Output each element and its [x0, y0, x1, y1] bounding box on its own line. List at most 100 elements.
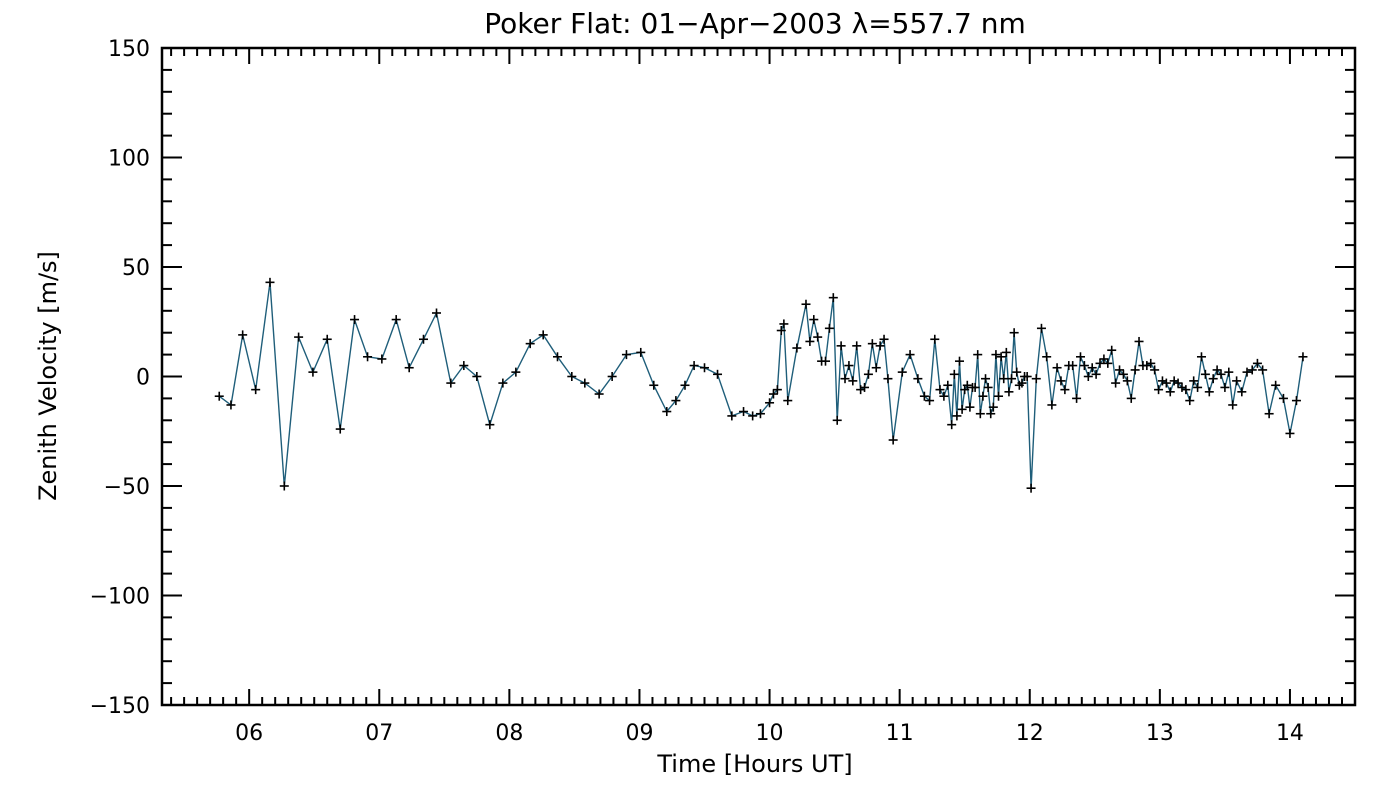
data-point	[809, 315, 819, 325]
data-point	[792, 343, 802, 353]
data-point	[552, 352, 562, 362]
data-point	[975, 409, 985, 419]
data-point	[418, 334, 428, 344]
data-point	[1224, 367, 1234, 377]
data-point	[1196, 352, 1206, 362]
data-point	[1001, 347, 1011, 357]
data-point	[1095, 358, 1105, 368]
data-point	[671, 396, 681, 406]
y-tick-label: 0	[136, 366, 150, 391]
data-point	[1200, 369, 1210, 379]
x-tick-label: 06	[235, 721, 263, 746]
data-point	[322, 334, 332, 344]
data-point	[1212, 365, 1222, 375]
data-point	[1258, 365, 1268, 375]
data-point	[727, 411, 737, 421]
data-point	[973, 350, 983, 360]
x-tick-label: 09	[625, 721, 653, 746]
data-point	[1083, 372, 1093, 381]
data-point	[580, 378, 590, 388]
data-point	[689, 361, 699, 371]
data-point	[776, 326, 786, 336]
data-point	[1278, 393, 1288, 403]
data-point	[748, 411, 758, 421]
data-point	[1157, 376, 1167, 386]
data-point	[888, 435, 898, 445]
data-point	[983, 382, 993, 392]
data-point	[1056, 376, 1066, 386]
x-axis-ticks: 06 07 08 09 10 11 12 13 14	[170, 48, 1356, 746]
data-point	[768, 389, 778, 399]
data-point	[226, 400, 236, 410]
data-point	[1154, 385, 1164, 395]
data-point	[935, 385, 945, 395]
data-point	[1036, 323, 1046, 333]
data-point	[377, 354, 387, 364]
data-point	[680, 380, 690, 390]
data-point	[498, 378, 508, 388]
data-point	[1012, 367, 1022, 377]
data-point	[783, 396, 793, 406]
data-point	[981, 374, 991, 384]
data-point	[432, 308, 442, 318]
data-point	[279, 481, 289, 491]
data-point	[943, 380, 953, 390]
y-tick-label: 50	[122, 256, 150, 281]
data-point	[999, 374, 1009, 384]
plot-frame	[160, 46, 1357, 707]
x-tick-label: 14	[1276, 721, 1304, 746]
data-point	[1285, 428, 1295, 438]
x-tick-label: 12	[1016, 721, 1044, 746]
data-point	[1026, 483, 1036, 493]
data-point	[863, 369, 873, 379]
data-point	[265, 277, 275, 287]
data-point	[930, 334, 940, 344]
data-point	[1118, 369, 1128, 379]
series-layer	[214, 277, 1308, 493]
data-point	[813, 332, 823, 342]
data-point	[1009, 328, 1019, 338]
data-point	[1142, 361, 1152, 371]
data-point	[363, 352, 373, 362]
x-tick-label: 13	[1146, 721, 1174, 746]
data-point	[485, 420, 495, 430]
data-point	[1042, 352, 1052, 362]
data-point	[1291, 396, 1301, 406]
data-point	[1173, 378, 1183, 388]
data-point	[511, 367, 521, 377]
data-point	[824, 323, 834, 333]
data-point	[294, 332, 304, 342]
data-point	[840, 374, 850, 384]
data-point	[828, 293, 838, 303]
data-point	[991, 350, 1001, 360]
data-point	[871, 363, 881, 373]
data-point	[947, 420, 957, 430]
data-point	[1298, 352, 1308, 362]
data-point	[925, 396, 935, 406]
data-point	[1189, 376, 1199, 386]
data-point	[939, 391, 949, 401]
data-point	[1271, 380, 1281, 390]
data-point	[1072, 393, 1082, 403]
y-tick-label: −100	[90, 585, 150, 610]
data-point	[1052, 363, 1062, 373]
data-point	[844, 361, 854, 371]
data-point	[1022, 372, 1032, 381]
data-point	[772, 385, 782, 395]
y-axis-label: Zenith Velocity [m/s]	[34, 251, 62, 501]
data-point	[391, 315, 401, 325]
data-point	[567, 372, 577, 381]
data-point	[1017, 378, 1027, 388]
data-point	[649, 380, 659, 390]
data-point	[525, 339, 535, 349]
data-point	[1216, 369, 1226, 379]
data-point	[805, 336, 815, 346]
data-point	[905, 350, 915, 360]
data-point	[459, 361, 469, 371]
y-tick-label: −150	[90, 694, 150, 719]
chart-title: Poker Flat: 01−Apr−2003 λ=557.7 nm	[484, 7, 1026, 40]
data-point	[994, 391, 1004, 401]
data-point	[594, 389, 604, 399]
data-point	[996, 352, 1006, 362]
